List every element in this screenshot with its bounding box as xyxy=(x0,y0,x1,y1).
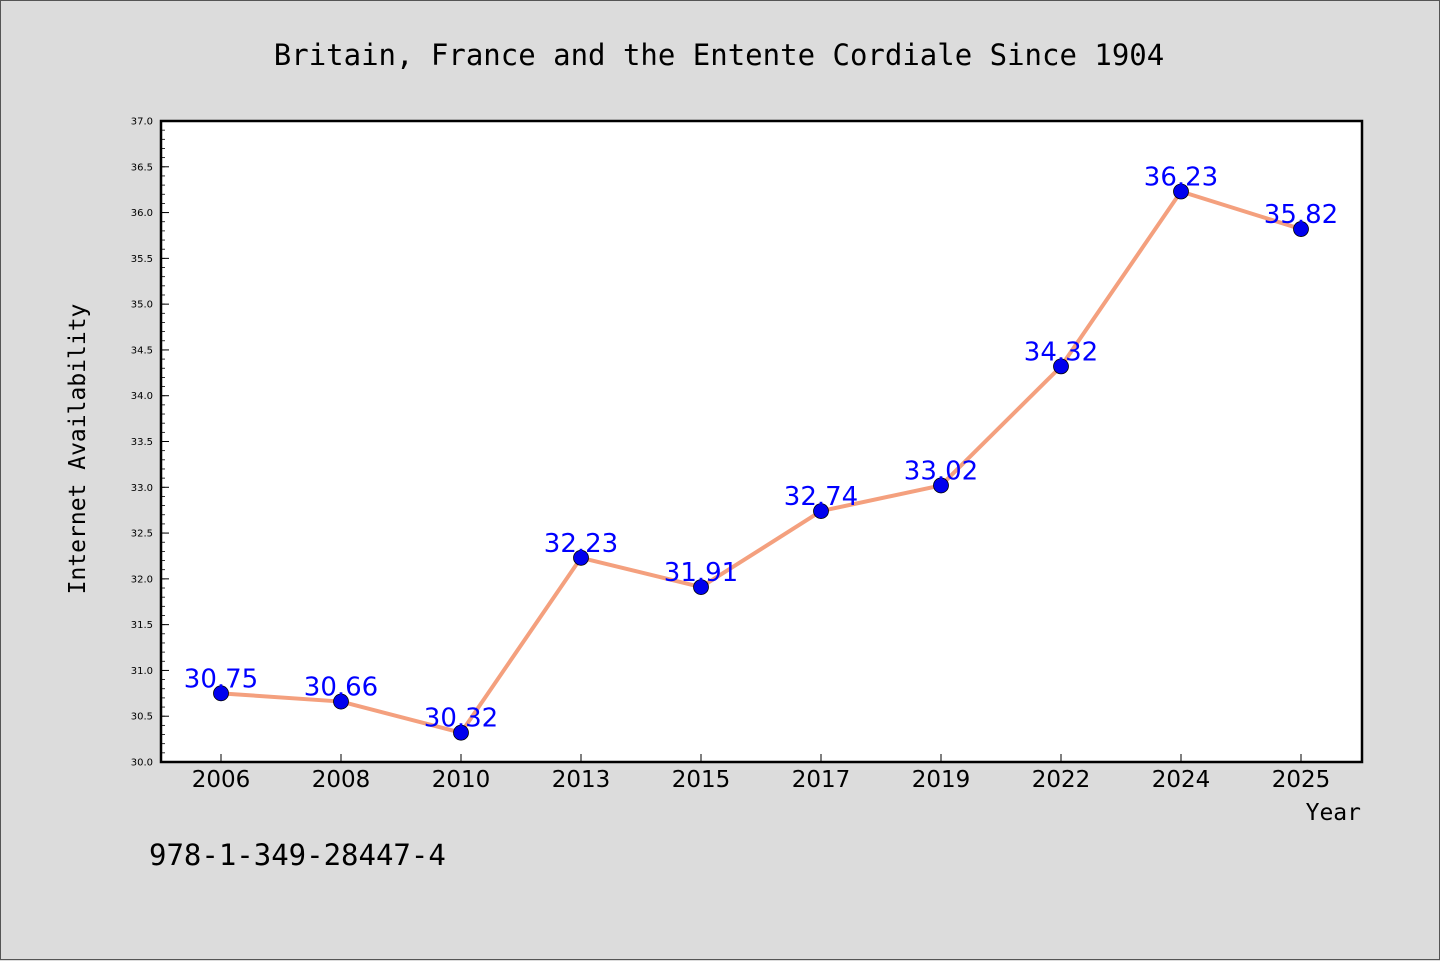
plot-area xyxy=(159,119,1364,764)
y-tick-label: 32.5 xyxy=(131,529,153,540)
x-tick-label: 2025 xyxy=(1272,767,1331,793)
x-axis: 2006 2008 2010 2013 2015 2017 2019 2022 2024 2025 xyxy=(192,754,1331,793)
y-tick-label: 36.5 xyxy=(131,162,153,173)
data-label: 30.66 xyxy=(304,673,378,703)
series-line xyxy=(220,189,1302,735)
data-point xyxy=(693,579,709,595)
x-tick-label: 2006 xyxy=(192,767,251,793)
x-tick-label: 2017 xyxy=(792,767,851,793)
data-point xyxy=(1053,358,1069,375)
isbn-annotation: 978-1-349-28447-4 xyxy=(149,838,446,872)
x-tick-label: 2010 xyxy=(432,767,491,793)
y-tick-label: 32.0 xyxy=(131,574,153,585)
y-tick-label: 37.0 xyxy=(131,117,153,128)
chart-title: Britain, France and the Entente Cordiale… xyxy=(274,38,1164,72)
data-point xyxy=(573,549,589,566)
y-tick-label: 33.5 xyxy=(131,437,153,448)
data-point xyxy=(933,477,949,494)
data-label: 32.74 xyxy=(784,482,858,512)
data-label: 32.23 xyxy=(544,529,618,559)
data-point xyxy=(213,685,229,702)
data-label: 33.02 xyxy=(904,456,978,486)
y-tick-label: 30.0 xyxy=(131,758,153,769)
data-point xyxy=(1293,221,1309,237)
data-point xyxy=(813,503,829,519)
x-tick-label: 2019 xyxy=(912,767,971,793)
y-tick-label: 31.5 xyxy=(131,620,153,631)
data-label: 31.91 xyxy=(664,558,738,588)
y-tick-label: 31.0 xyxy=(131,666,153,677)
data-label: 36.23 xyxy=(1144,163,1218,193)
y-axis: 30.0 30.5 31.0 31.5 32.0 32.5 33.0 33.5 34.0 34.5… xyxy=(131,117,169,769)
y-axis-label: Internet Availability xyxy=(65,304,91,595)
x-tick-label: 2022 xyxy=(1032,767,1091,793)
data-point xyxy=(453,724,469,741)
x-tick-label: 2013 xyxy=(552,767,611,793)
x-tick-label: 2015 xyxy=(672,767,731,793)
data-label: 35.82 xyxy=(1264,200,1338,230)
y-tick-label: 33.0 xyxy=(131,483,153,494)
y-tick-label: 35.5 xyxy=(131,254,153,265)
data-label: 34.32 xyxy=(1024,337,1098,367)
data-point xyxy=(333,693,349,710)
x-axis-label: Year xyxy=(1306,800,1361,826)
y-tick-label: 36.0 xyxy=(131,208,153,219)
data-label: 30.75 xyxy=(184,664,258,694)
data-labels: 30.75 30.66 30.32 32.23 31.91 32.74 33.02 34.32… xyxy=(184,163,1338,734)
data-points xyxy=(213,183,1309,741)
data-label: 30.32 xyxy=(424,704,498,734)
x-tick-label: 2024 xyxy=(1152,767,1211,793)
y-tick-label: 34.0 xyxy=(131,391,153,402)
data-point xyxy=(1173,183,1189,200)
y-tick-label: 35.0 xyxy=(131,300,153,311)
y-tick-label: 34.5 xyxy=(131,345,153,356)
y-tick-label: 30.5 xyxy=(131,712,153,723)
x-tick-label: 2008 xyxy=(312,767,371,793)
